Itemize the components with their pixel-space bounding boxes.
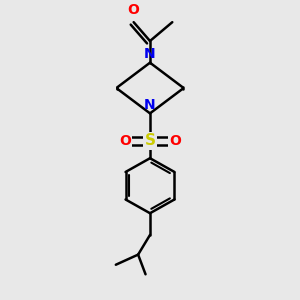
Text: N: N <box>144 98 156 112</box>
Text: O: O <box>128 3 140 17</box>
Text: N: N <box>144 47 156 61</box>
Text: O: O <box>119 134 131 148</box>
Text: S: S <box>145 134 155 148</box>
Text: O: O <box>169 134 181 148</box>
